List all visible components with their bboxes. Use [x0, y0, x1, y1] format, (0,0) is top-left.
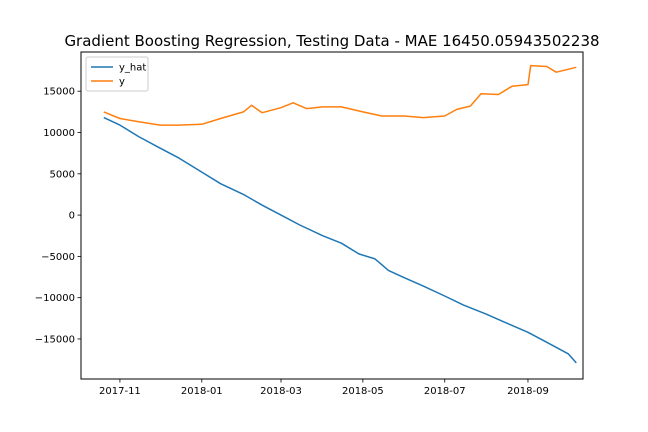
x-tick-label: 2018-09 — [507, 386, 549, 397]
series-line-y-hat — [103, 116, 577, 364]
legend-label: y_hat — [119, 63, 146, 74]
plot-frame — [80, 51, 584, 380]
y-tick-label: −10000 — [35, 293, 75, 304]
x-tick-label: 2018-03 — [260, 386, 302, 397]
y-tick-label: 15000 — [43, 87, 75, 98]
x-tick-label: 2018-01 — [181, 386, 223, 397]
legend-box — [85, 56, 149, 92]
y-tick-label: −5000 — [41, 252, 75, 263]
x-tick-label: 2018-05 — [342, 386, 384, 397]
y-tick-label: 5000 — [50, 169, 75, 180]
y-tick-label: −15000 — [35, 334, 75, 345]
plot-lines — [103, 64, 577, 364]
x-tick-label: 2018-07 — [424, 386, 466, 397]
y-tick-label: 0 — [69, 211, 75, 222]
y-axis: −15000 −10000 −5000 0 5000 10000 15000 — [35, 87, 81, 345]
x-tick-label: 2017-11 — [99, 386, 141, 397]
series-line-y — [103, 64, 577, 126]
legend-label: y — [119, 77, 125, 88]
chart-title: Gradient Boosting Regression, Testing Da… — [64, 32, 599, 50]
x-axis: 2017-11 2018-01 2018-03 2018-05 2018-07 2018-… — [99, 379, 549, 397]
y-tick-label: 10000 — [43, 128, 75, 139]
